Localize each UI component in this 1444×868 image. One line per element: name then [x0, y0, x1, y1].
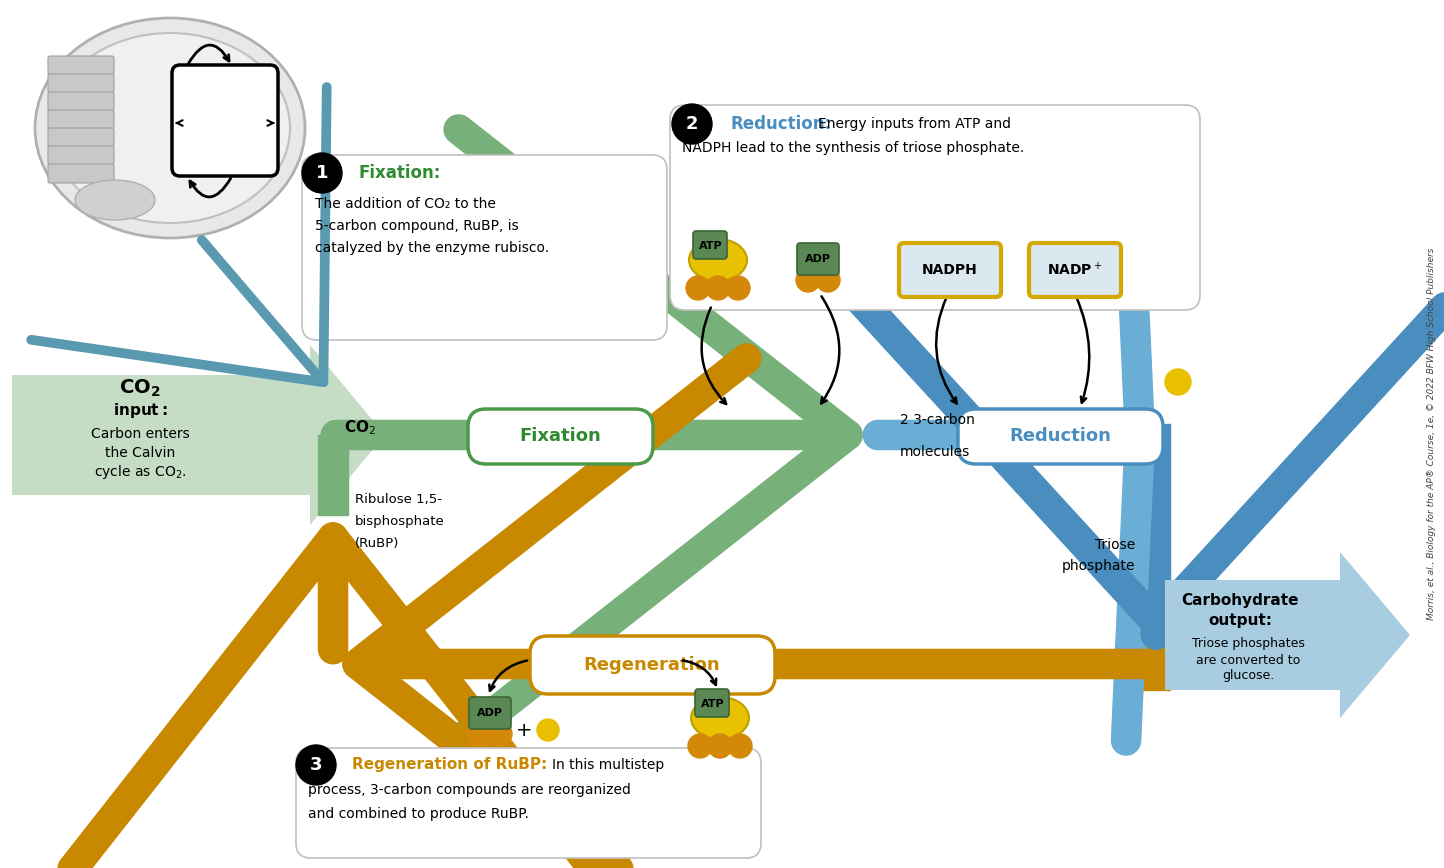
Text: Reduction: Reduction: [1009, 427, 1110, 445]
Text: NADP$^+$: NADP$^+$: [1047, 261, 1103, 279]
Circle shape: [537, 719, 559, 741]
Circle shape: [708, 734, 732, 758]
Circle shape: [302, 153, 342, 193]
Text: process, 3-carbon compounds are reorganized: process, 3-carbon compounds are reorgani…: [308, 783, 631, 797]
Text: Carbohydrate: Carbohydrate: [1181, 593, 1298, 608]
Ellipse shape: [692, 697, 749, 739]
Circle shape: [488, 722, 513, 746]
Circle shape: [468, 722, 492, 746]
Text: NADPH: NADPH: [923, 263, 978, 277]
FancyBboxPatch shape: [468, 409, 653, 464]
FancyBboxPatch shape: [48, 146, 114, 165]
Text: ATP: ATP: [699, 241, 723, 251]
Text: catalyzed by the enzyme rubisco.: catalyzed by the enzyme rubisco.: [315, 241, 549, 255]
FancyBboxPatch shape: [48, 74, 114, 93]
Text: and combined to produce RuBP.: and combined to produce RuBP.: [308, 807, 529, 821]
Text: molecules: molecules: [900, 445, 970, 459]
Text: Energy inputs from ATP and: Energy inputs from ATP and: [817, 117, 1011, 131]
Text: 2 3-carbon: 2 3-carbon: [900, 413, 975, 427]
FancyBboxPatch shape: [797, 243, 839, 275]
Polygon shape: [1144, 638, 1170, 690]
Circle shape: [296, 745, 336, 785]
Text: The addition of CO₂ to the: The addition of CO₂ to the: [315, 197, 495, 211]
Text: Reduction:: Reduction:: [731, 115, 832, 133]
FancyBboxPatch shape: [48, 110, 114, 129]
FancyBboxPatch shape: [1030, 243, 1121, 297]
Text: glucose.: glucose.: [1222, 669, 1274, 682]
Text: ATP: ATP: [702, 699, 725, 709]
FancyBboxPatch shape: [957, 409, 1162, 464]
Circle shape: [728, 734, 752, 758]
Text: 3: 3: [310, 756, 322, 774]
Polygon shape: [318, 435, 348, 515]
FancyBboxPatch shape: [670, 105, 1200, 310]
Text: cycle as CO$_2$.: cycle as CO$_2$.: [94, 463, 186, 481]
FancyBboxPatch shape: [530, 636, 775, 694]
Text: CO$_2$: CO$_2$: [344, 418, 375, 437]
FancyBboxPatch shape: [296, 748, 761, 858]
Text: are converted to: are converted to: [1196, 654, 1300, 667]
Text: Ribulose 1,5-: Ribulose 1,5-: [355, 494, 442, 507]
Circle shape: [706, 276, 731, 300]
Text: 2: 2: [686, 115, 699, 133]
Circle shape: [796, 268, 820, 292]
Text: $\mathbf{input:}$: $\mathbf{input:}$: [113, 400, 168, 419]
Circle shape: [686, 276, 710, 300]
Ellipse shape: [689, 239, 747, 281]
Polygon shape: [12, 345, 386, 525]
Circle shape: [1165, 369, 1191, 395]
Ellipse shape: [51, 33, 290, 223]
Text: Fixation:: Fixation:: [358, 164, 440, 182]
Text: Regeneration of RuBP:: Regeneration of RuBP:: [352, 758, 547, 773]
FancyBboxPatch shape: [48, 56, 114, 75]
Text: Fixation: Fixation: [520, 427, 601, 445]
FancyBboxPatch shape: [172, 65, 279, 176]
Text: 1: 1: [316, 164, 328, 182]
Text: NADPH lead to the synthesis of triose phosphate.: NADPH lead to the synthesis of triose ph…: [682, 141, 1024, 155]
Text: +: +: [516, 720, 533, 740]
Text: Triose: Triose: [1095, 538, 1135, 552]
Text: output:: output:: [1209, 613, 1272, 628]
Text: Carbon enters: Carbon enters: [91, 427, 189, 441]
Text: Triose phosphates: Triose phosphates: [1191, 637, 1304, 650]
Text: Morris, et al., Biology for the AP® Course, 1e, © 2022 BFW High School Publisher: Morris, et al., Biology for the AP® Cour…: [1428, 247, 1437, 621]
Text: In this multistep: In this multistep: [552, 758, 664, 772]
Circle shape: [671, 104, 712, 144]
FancyBboxPatch shape: [48, 128, 114, 147]
Ellipse shape: [35, 18, 305, 238]
FancyBboxPatch shape: [302, 155, 667, 340]
Text: ADP: ADP: [804, 254, 830, 264]
Text: the Calvin: the Calvin: [105, 446, 175, 460]
FancyBboxPatch shape: [695, 689, 729, 717]
Ellipse shape: [75, 180, 155, 220]
FancyBboxPatch shape: [48, 92, 114, 111]
Polygon shape: [1165, 552, 1409, 718]
FancyBboxPatch shape: [48, 164, 114, 183]
Circle shape: [726, 276, 749, 300]
Circle shape: [687, 734, 712, 758]
FancyBboxPatch shape: [693, 231, 726, 259]
Text: $\mathbf{CO_2}$: $\mathbf{CO_2}$: [120, 378, 160, 398]
Polygon shape: [1144, 424, 1170, 640]
Text: (RuBP): (RuBP): [355, 537, 400, 550]
Text: Regeneration: Regeneration: [583, 656, 721, 674]
Text: phosphate: phosphate: [1061, 559, 1135, 573]
Text: ADP: ADP: [477, 708, 503, 718]
Text: bisphosphate: bisphosphate: [355, 516, 445, 529]
FancyBboxPatch shape: [469, 697, 511, 729]
Text: 5-carbon compound, RuBP, is: 5-carbon compound, RuBP, is: [315, 219, 518, 233]
Circle shape: [816, 268, 840, 292]
FancyBboxPatch shape: [900, 243, 1001, 297]
